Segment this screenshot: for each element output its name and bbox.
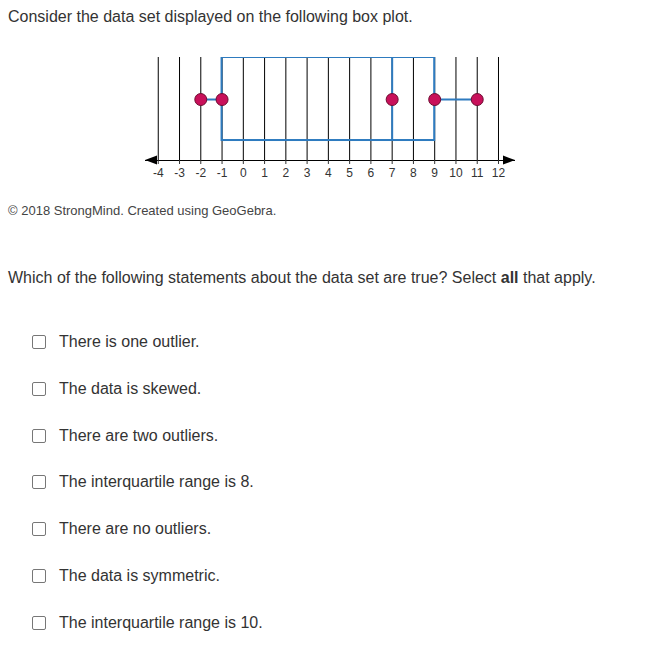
svg-text:-3: -3 <box>174 166 185 180</box>
svg-text:1: 1 <box>261 166 268 180</box>
html-text:The data is symmetric.: The data is symmetric. <box>59 567 220 584</box>
svg-text:5: 5 <box>346 166 353 180</box>
svg-text:-2: -2 <box>195 166 206 180</box>
html-text:There are two outliers.: There are two outliers. <box>59 426 219 444</box>
svg-text:11: 11 <box>471 166 484 180</box>
svg-text:-4: -4 <box>153 166 164 180</box>
svg-text:10: 10 <box>449 166 463 180</box>
html-text:Which of the following stateme: Which of the following statements about … <box>8 269 596 286</box>
html-text:© 2018 StrongMind. Created usi: © 2018 StrongMind. Created using GeoGebr… <box>8 203 277 218</box>
html-text:Consider the data set displaye: Consider the data set displayed on the f… <box>8 8 413 25</box>
svg-text:2: 2 <box>283 166 290 180</box>
svg-text:9: 9 <box>431 166 438 180</box>
svg-text:0: 0 <box>240 166 247 180</box>
html-text:The interquartile range is 10.: The interquartile range is 10. <box>59 613 263 631</box>
svg-text:7: 7 <box>389 166 396 180</box>
svg-text:4: 4 <box>325 166 332 180</box>
svg-text:3: 3 <box>304 166 311 180</box>
svg-text:-1: -1 <box>217 166 228 180</box>
html-text:The data is skewed.: The data is skewed. <box>59 379 202 397</box>
html-text:There is one outlier.: There is one outlier. <box>59 333 200 350</box>
svg-text:12: 12 <box>492 166 506 180</box>
svg-text:8: 8 <box>410 166 417 180</box>
svg-text:6: 6 <box>368 166 375 180</box>
html-text:The interquartile range is 8.: The interquartile range is 8. <box>59 473 254 491</box>
html-text:There are no outliers.: There are no outliers. <box>59 520 212 538</box>
